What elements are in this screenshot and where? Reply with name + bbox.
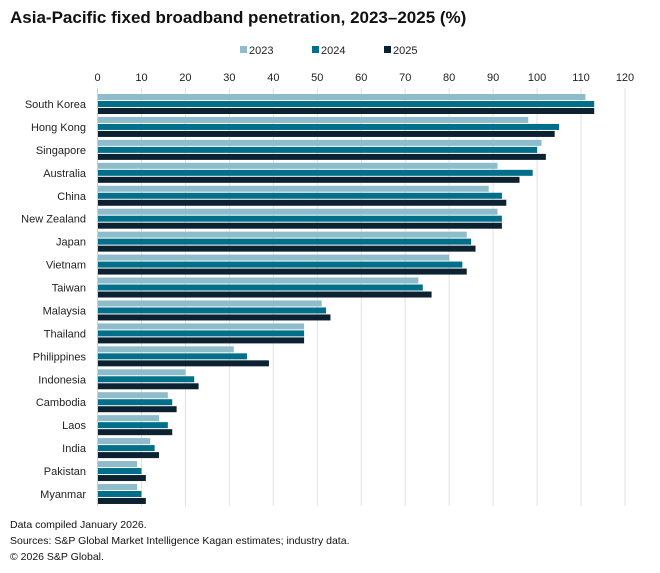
x-tick-label: 110 [572,72,590,84]
bar-2023 [97,346,234,353]
footnote-copyright: © 2026 S&P Global. [10,551,104,563]
bar-2023 [97,300,322,307]
bar-2023 [97,231,467,238]
legend-label: 2024 [321,45,345,57]
bar-2023 [97,116,529,123]
x-tick-label: 80 [443,72,455,84]
bar-2024 [97,399,173,406]
bar-2025 [97,291,432,298]
bar-2025 [97,360,269,367]
bar-2025 [97,337,305,344]
bar-2024 [97,307,327,314]
category-label: Pakistan [44,466,86,478]
bar-2023 [97,369,186,376]
legend-swatch [312,46,319,53]
x-tick-label: 0 [94,72,100,84]
bar-2025 [97,108,595,114]
bar-2024 [97,192,502,199]
bar-2023 [97,323,305,330]
bar-2025 [97,429,173,436]
category-label: Singapore [36,145,86,157]
bar-2025 [97,475,146,482]
bar-2024 [97,101,595,107]
bar-2025 [97,176,520,183]
bar-2023 [97,185,489,192]
bar-2024 [97,261,463,268]
bar-2024 [97,238,472,245]
bar-2023 [97,438,151,445]
bar-2025 [97,406,177,413]
bar-2025 [97,199,507,206]
bar-2024 [97,123,560,130]
bar-2025 [97,314,331,321]
bar-2024 [97,284,423,291]
x-tick-label: 10 [135,72,147,84]
bar-2023 [97,208,498,215]
bar-2023 [97,139,542,146]
legend-swatch [240,46,247,53]
category-label: Cambodia [36,397,87,409]
x-tick-label: 50 [311,72,323,84]
x-tick-label: 20 [179,72,191,84]
bar-2024 [97,353,247,360]
category-label: Indonesia [38,374,87,386]
category-label: India [62,443,87,455]
bar-2024 [97,468,142,475]
category-label: Philippines [33,351,87,363]
bar-2024 [97,376,195,383]
category-label: China [57,191,87,203]
category-label: South Korea [25,99,87,111]
category-label: Myanmar [40,489,86,501]
x-tick-label: 90 [487,72,499,84]
bar-2025 [97,452,160,459]
bar-2024 [97,445,155,452]
bar-2023 [97,254,450,261]
bar-2023 [97,461,138,468]
bar-2025 [97,153,546,160]
bar-2024 [97,490,142,497]
bar-2025 [97,130,555,137]
legend-label: 2025 [393,45,417,57]
bar-2024 [97,146,538,153]
footnote-date: Data compiled January 2026. [10,519,147,531]
category-label: Malaysia [43,305,87,317]
category-label: Japan [56,237,86,249]
category-label: Thailand [44,328,86,340]
bar-2025 [97,245,476,252]
bar-2023 [97,392,168,399]
category-label: Australia [43,168,87,180]
bar-chart: 0 10 20 30 40 50 60 70 80 90 100 110 120 2023 2024 2025… [21,45,634,506]
legend-swatch [384,46,391,53]
footnote-sources: Sources: S&P Global Market Intelligence … [10,535,350,547]
x-tick-label: 30 [223,72,235,84]
bar-2025 [97,497,146,504]
bar-2023 [97,94,586,100]
bar-2024 [97,422,168,429]
bar-2025 [97,268,467,275]
legend-label: 2023 [249,45,273,57]
bar-2023 [97,483,138,490]
chart-title: Asia-Pacific fixed broadband penetration… [10,8,467,27]
category-label: Taiwan [52,283,86,295]
category-label: New Zealand [21,214,86,226]
x-tick-label: 70 [399,72,411,84]
bar-2024 [97,169,533,176]
bar-2025 [97,383,199,390]
bar-2025 [97,222,502,229]
bar-2024 [97,215,502,222]
category-label: Laos [62,420,86,432]
x-tick-label: 100 [528,72,546,84]
category-label: Hong Kong [31,122,86,134]
bar-2023 [97,415,160,422]
bar-2023 [97,162,498,169]
category-label: Vietnam [46,260,86,272]
bar-2023 [97,277,419,284]
x-tick-label: 40 [267,72,279,84]
bar-2024 [97,330,305,337]
x-tick-label: 60 [355,72,367,84]
x-tick-label: 120 [616,72,634,84]
